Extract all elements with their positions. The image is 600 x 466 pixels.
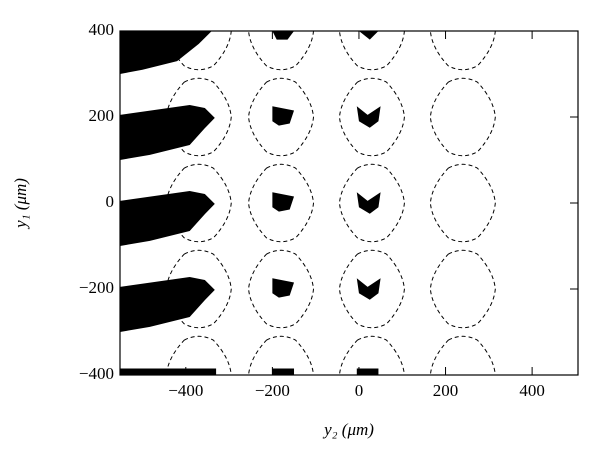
x-tick-label: 200 bbox=[433, 381, 459, 400]
region bbox=[120, 368, 217, 375]
contour bbox=[248, 77, 315, 157]
contour bbox=[338, 249, 405, 329]
region bbox=[272, 278, 295, 298]
contour bbox=[165, 77, 232, 157]
x-tick-label: −400 bbox=[168, 381, 203, 400]
contour bbox=[429, 249, 496, 329]
contour bbox=[248, 249, 315, 329]
region bbox=[120, 31, 212, 74]
y-axis-label: y₁ (μm) bbox=[11, 178, 30, 230]
contour bbox=[429, 163, 496, 243]
contour bbox=[248, 163, 315, 243]
contour bbox=[338, 77, 405, 157]
contour bbox=[338, 335, 405, 375]
region bbox=[272, 31, 295, 40]
x-tick-label: 400 bbox=[519, 381, 545, 400]
region bbox=[120, 276, 215, 332]
y-tick-label: 400 bbox=[89, 20, 115, 39]
plot-area bbox=[120, 31, 496, 375]
contour bbox=[248, 335, 315, 375]
region bbox=[272, 192, 295, 212]
contour bbox=[165, 335, 232, 375]
region bbox=[358, 31, 379, 40]
contour bbox=[165, 163, 232, 243]
x-tick-label: 0 bbox=[355, 381, 364, 400]
y-tick-label: 200 bbox=[89, 106, 115, 125]
x-axis-label: y₂ (μm) bbox=[322, 420, 374, 439]
contour bbox=[338, 163, 405, 243]
region bbox=[272, 368, 295, 375]
y-tick-label: −200 bbox=[79, 278, 114, 297]
contour bbox=[429, 31, 496, 71]
region bbox=[272, 106, 295, 126]
region bbox=[356, 368, 379, 375]
contour bbox=[429, 77, 496, 157]
region bbox=[356, 278, 381, 300]
region bbox=[120, 104, 215, 160]
region bbox=[356, 106, 381, 128]
y-tick-label: −400 bbox=[79, 364, 114, 383]
contour bbox=[429, 335, 496, 375]
contour bbox=[165, 249, 232, 329]
y-tick-label: 0 bbox=[106, 192, 115, 211]
x-tick-label: −200 bbox=[255, 381, 290, 400]
region bbox=[120, 190, 215, 246]
region bbox=[356, 192, 381, 214]
